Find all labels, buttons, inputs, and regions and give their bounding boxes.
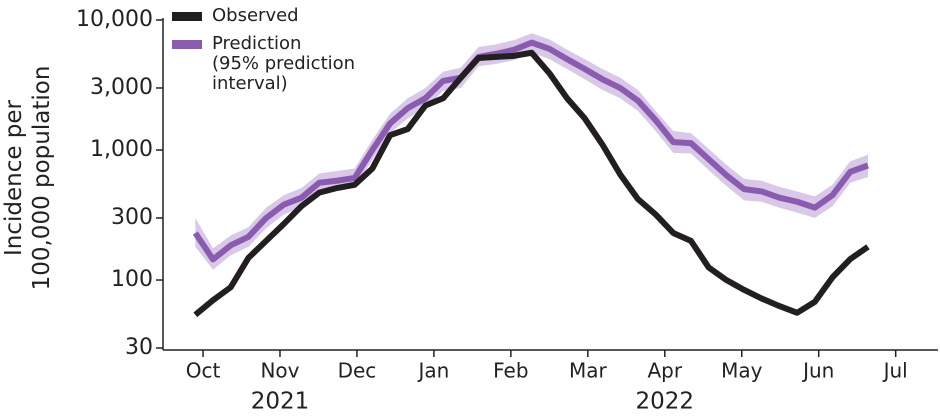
x-tick-label: Jan: [416, 359, 449, 383]
x-tick-label: Oct: [186, 359, 221, 383]
series-line: [192, 39, 869, 263]
legend-label: Prediction: [212, 33, 302, 54]
y-axis-label: Incidence per 100,000 population: [1, 65, 55, 291]
x-tick-label: Jul: [882, 359, 908, 383]
legend-entry: Observed: [172, 6, 355, 26]
x-tick-label: Apr: [647, 359, 682, 383]
year-label: 2022: [636, 389, 695, 414]
x-tick-label: Nov: [260, 359, 299, 383]
x-tick-label: Feb: [493, 359, 528, 383]
y-tick-label: 3,000: [90, 75, 153, 100]
y-tick-label: 30: [125, 335, 153, 360]
x-tick-label: May: [721, 359, 763, 383]
legend-note: (95% prediction interval): [212, 53, 356, 94]
y-tick-label: 1,000: [90, 137, 153, 162]
legend-swatch: [172, 12, 202, 21]
x-tick-label: Jun: [801, 359, 834, 383]
y-tick-label: 300: [111, 205, 153, 230]
y-tick-label: 100: [111, 267, 153, 292]
y-tick-label: 10,000: [76, 7, 153, 32]
legend-label: Observed: [212, 5, 299, 26]
legend-swatch: [172, 40, 202, 49]
series-line: [193, 49, 870, 318]
legend-entry: Prediction (95% prediction interval): [172, 34, 355, 94]
year-label: 2021: [251, 389, 310, 414]
x-tick-label: Mar: [569, 359, 608, 383]
legend: Observed Prediction (95% prediction interv…: [172, 6, 355, 102]
x-tick-label: Dec: [338, 359, 377, 383]
